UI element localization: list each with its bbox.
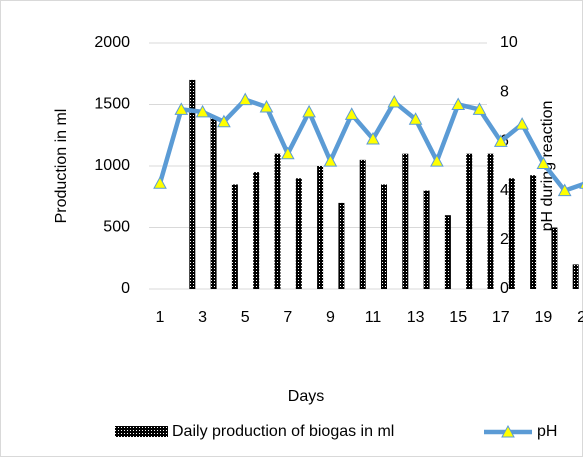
x-tick-label: 21 [577, 309, 583, 326]
bar [508, 178, 515, 289]
x-tick-label: 19 [535, 309, 553, 326]
bar [530, 175, 537, 289]
marker [366, 131, 380, 145]
marker [536, 156, 551, 170]
marker [430, 154, 444, 167]
marker [195, 104, 210, 118]
marker [579, 181, 583, 189]
y-tick-label: 2000 [94, 34, 130, 51]
y-axis-title: Production in ml [53, 109, 70, 224]
legend-label: Daily production of biogas in ml [172, 423, 394, 440]
bar [551, 227, 558, 289]
bar [381, 184, 387, 289]
legend-label: pH [537, 423, 557, 440]
bar [274, 153, 281, 289]
bar [487, 153, 494, 289]
marker [451, 97, 466, 110]
x-tick-label: 3 [198, 309, 207, 326]
x-tick-label: 1 [156, 309, 165, 326]
bar [253, 172, 260, 289]
marker [280, 146, 295, 160]
marker [515, 117, 529, 130]
marker [174, 102, 189, 115]
marker [557, 183, 572, 197]
x-tick-label: 5 [241, 309, 250, 326]
x-axis-title: Days [288, 388, 324, 405]
marker [387, 94, 402, 108]
legend-swatch [115, 426, 168, 437]
bar [231, 184, 238, 289]
marker [344, 107, 359, 120]
marker [408, 112, 423, 125]
bar [423, 190, 430, 289]
line [157, 97, 583, 193]
x-tick-label: 13 [407, 309, 425, 326]
marker [302, 104, 316, 118]
x-tick-label: 11 [365, 309, 382, 326]
x-tick-label: 15 [449, 309, 467, 326]
marker [153, 176, 167, 189]
marker [323, 154, 338, 167]
bar [189, 79, 196, 290]
y2-tick-label: 10 [500, 34, 518, 51]
bar [572, 264, 579, 289]
bar [317, 166, 324, 289]
bar [444, 215, 451, 289]
y-tick-label: 500 [103, 219, 130, 236]
x-tick-label: 7 [283, 309, 292, 326]
marker [259, 99, 274, 113]
marker [217, 114, 231, 128]
y2-tick-label: 4 [500, 182, 509, 199]
y2-tick-label: 0 [500, 280, 509, 297]
legend-marker [501, 424, 515, 438]
bar [466, 153, 473, 289]
legend: Daily production of biogas in ml pH [115, 423, 557, 440]
bar [210, 116, 217, 289]
bar [295, 178, 302, 289]
y2-tick-label: 8 [500, 83, 509, 100]
x-tick-label: 9 [326, 309, 335, 326]
x-tick-label: 17 [492, 309, 510, 326]
bar [338, 202, 345, 289]
y-tick-label: 1500 [94, 96, 130, 113]
y-tick-label: 0 [121, 280, 130, 297]
marker [493, 134, 508, 147]
bar [359, 159, 366, 289]
y2-tick-label: 2 [500, 231, 509, 248]
y-tick-label: 1000 [94, 157, 130, 174]
marker [472, 102, 487, 115]
bar [402, 153, 409, 289]
marker [238, 92, 253, 106]
